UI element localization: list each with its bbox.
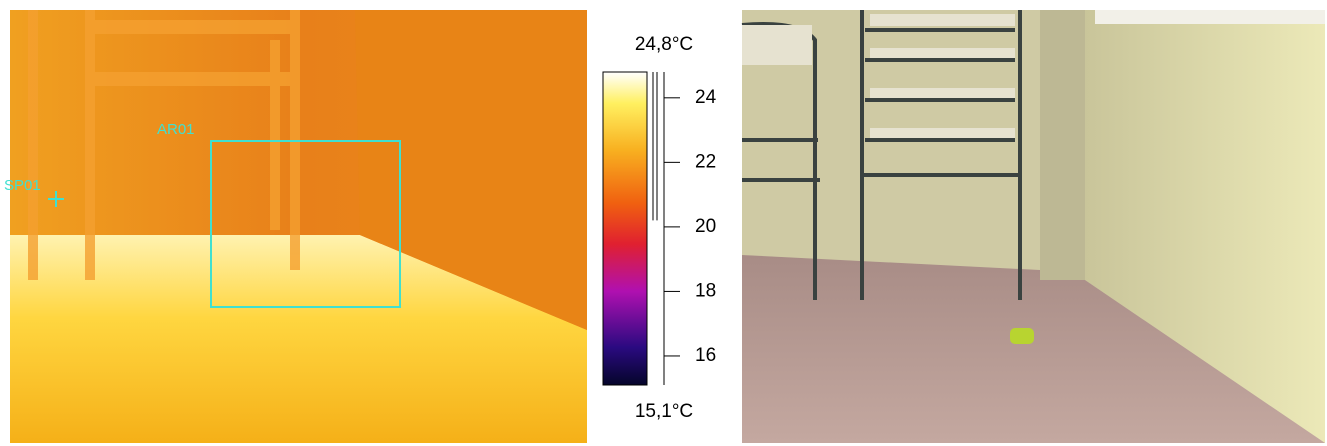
color-bar [602, 71, 648, 386]
thermal-image: AR01 SP01 [4, 10, 587, 443]
area-label: AR01 [157, 121, 195, 138]
photo-image [741, 10, 1325, 443]
spot-crosshair [48, 191, 64, 207]
tick-label: 16 [695, 345, 716, 366]
temperature-scale: 24,8°C 15,1°C 16 18 20 22 24 [602, 34, 717, 422]
tick-label: 18 [695, 280, 716, 301]
tick-label: 22 [695, 151, 716, 172]
area-box [210, 140, 401, 308]
max-label: 24,8°C [635, 34, 693, 55]
spot-label: SP01 [4, 177, 41, 194]
tick-label: 24 [695, 87, 717, 108]
tick-label: 20 [695, 216, 716, 237]
min-label: 15,1°C [635, 401, 693, 422]
